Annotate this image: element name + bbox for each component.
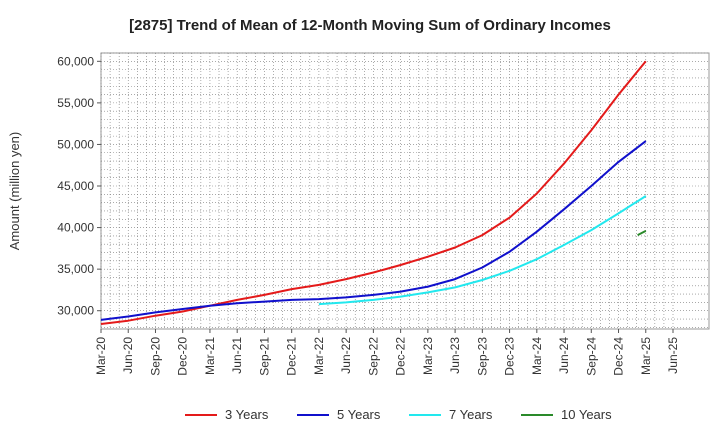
series-lines [100,60,647,325]
x-tick-label: Sep-20 [148,337,162,376]
series-line-5-years [100,140,647,321]
y-axis-label: Amount (million yen) [7,132,22,251]
x-tick-label: Sep-22 [366,337,380,376]
x-tick-label: Sep-23 [475,337,489,376]
y-tick-label: 55,000 [57,96,94,110]
y-tick-label: 60,000 [57,54,94,68]
x-tick-label: Jun-23 [448,337,462,374]
x-tick-label: Dec-22 [394,337,408,376]
y-tick-label: 45,000 [57,179,94,193]
series-line-7-years [318,195,647,306]
x-axis-ticks: Mar-20 Jun-20 Sep-20 Dec-20 Mar-21 Jun-21 Sep-… [94,329,680,376]
legend-label: 3 Years [225,407,269,422]
x-tick-label: Dec-21 [285,337,299,376]
x-tick-label: Sep-21 [257,337,271,376]
x-tick-label: Mar-22 [312,337,326,375]
y-tick-label: 30,000 [57,304,94,318]
x-tick-label: Mar-23 [421,337,435,375]
series-line-10-years [637,230,647,236]
y-axis-ticks: 30,000 35,000 40,000 45,000 50,000 55,000 60,0… [57,54,101,318]
y-tick-label: 35,000 [57,262,94,276]
legend-label: 10 Years [561,407,612,422]
y-tick-label: 40,000 [57,221,94,235]
x-tick-label: Dec-20 [176,337,190,376]
x-tick-label: Jun-25 [666,337,680,374]
legend: 3 Years 5 Years 7 Years 10 Years [185,407,612,422]
y-tick-label: 50,000 [57,137,94,151]
x-tick-label: Jun-20 [121,337,135,374]
x-tick-label: Jun-22 [339,337,353,374]
x-tick-label: Jun-21 [230,337,244,374]
x-tick-label: Dec-23 [503,337,517,376]
x-tick-label: Sep-24 [584,337,598,376]
x-tick-label: Jun-24 [557,337,571,374]
x-tick-label: Mar-24 [530,337,544,375]
x-tick-label: Mar-21 [203,337,217,375]
x-tick-label: Dec-24 [612,337,626,376]
x-tick-label: Mar-25 [639,337,653,375]
series-line-3-years [100,60,647,325]
legend-label: 5 Years [337,407,381,422]
legend-label: 7 Years [449,407,493,422]
x-tick-label: Mar-20 [94,337,108,375]
chart-title: [2875] Trend of Mean of 12-Month Moving … [129,17,611,34]
plot-area [100,52,710,330]
gridlines [100,52,709,329]
